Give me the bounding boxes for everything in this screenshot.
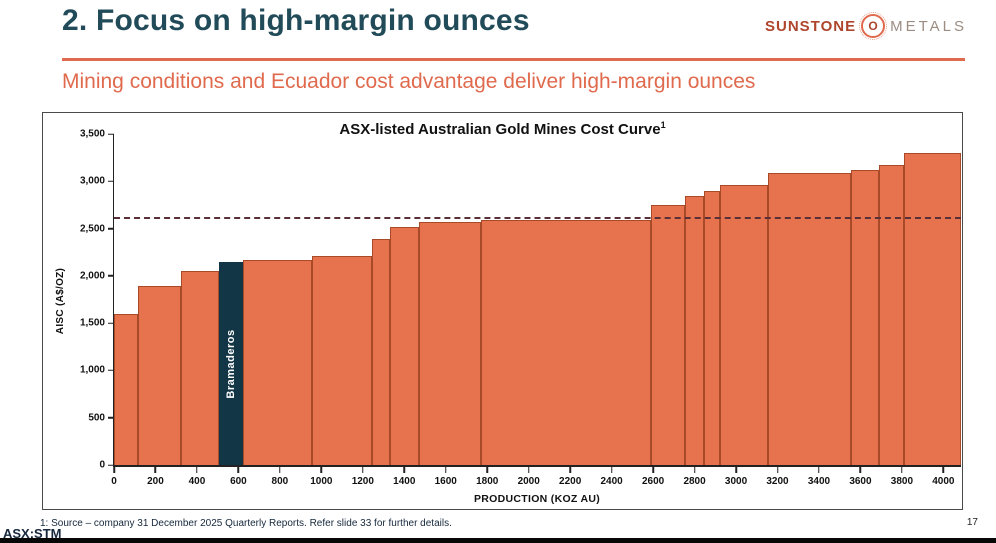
title-underline xyxy=(62,58,965,61)
y-axis-title: AISC (A$/OZ) xyxy=(55,267,66,335)
x-tick-mark xyxy=(735,467,737,473)
x-tick-label: 600 xyxy=(230,476,247,487)
bar-label: Bramaderos xyxy=(224,329,237,399)
y-tick-label: 500 xyxy=(88,412,105,424)
cost-curve-chart: ASX-listed Australian Gold Mines Cost Cu… xyxy=(42,112,963,510)
x-tick-mark xyxy=(196,467,198,473)
y-tick-mark xyxy=(108,369,114,372)
cost-curve-bar xyxy=(480,220,651,465)
chart-title: ASX-listed Australian Gold Mines Cost Cu… xyxy=(43,120,962,138)
x-tick-label: 3200 xyxy=(766,476,789,487)
x-tick-mark xyxy=(776,467,779,473)
x-tick-mark xyxy=(818,467,820,473)
cost-curve-bar xyxy=(651,204,686,465)
x-tick-mark xyxy=(445,467,447,473)
x-tick-label: 2000 xyxy=(517,476,540,487)
x-tick-mark xyxy=(237,467,240,473)
x-tick-mark xyxy=(652,467,654,473)
x-tick-label: 3000 xyxy=(724,476,748,487)
x-tick-label: 1200 xyxy=(351,476,374,487)
cost-curve-bar xyxy=(137,286,182,465)
cost-curve-bar xyxy=(242,259,312,465)
slide-subtitle: Mining conditions and Ecuador cost advan… xyxy=(62,70,756,93)
x-tick-mark xyxy=(154,467,157,473)
x-tick-mark xyxy=(486,467,488,473)
cost-curve-bar xyxy=(703,190,721,465)
cost-curve-bar xyxy=(181,271,219,465)
cost-curve-bar xyxy=(685,196,704,465)
cost-curve-bar xyxy=(903,152,961,465)
x-tick-mark xyxy=(901,467,903,473)
bar-bramaderos: Bramaderos xyxy=(218,261,243,465)
x-tick-label: 1600 xyxy=(434,476,457,487)
chart-title-superscript: 1 xyxy=(660,120,666,130)
x-tick-mark xyxy=(569,467,571,473)
x-tick-mark xyxy=(527,467,530,473)
x-tick-label: 2200 xyxy=(559,476,582,487)
logo-word-sunstone: SUNSTONE xyxy=(765,17,857,35)
x-tick-mark xyxy=(693,467,696,473)
x-tick-label: 3400 xyxy=(807,476,831,487)
bottom-black-strip xyxy=(0,538,996,543)
y-tick-mark xyxy=(108,227,114,230)
x-tick-mark xyxy=(610,467,613,473)
x-axis-title: PRODUCTION (KOZ AU) xyxy=(473,493,601,505)
sunstone-ring-icon: O xyxy=(859,12,888,40)
reference-line xyxy=(114,217,961,220)
y-tick-label: 1,500 xyxy=(79,317,105,329)
cost-curve-bar xyxy=(372,238,390,465)
x-tick-mark xyxy=(859,467,862,473)
cost-curve-bar xyxy=(418,221,481,465)
logo-word-metals: METALS xyxy=(890,17,967,35)
plot-area: Bramaderos 0 500 1,000 1,500 2,000 2,500 3,000 3… xyxy=(80,129,961,487)
y-tick-mark xyxy=(108,416,114,419)
asx-ticker: ASX:STM xyxy=(3,526,62,541)
y-tick-label: 3,500 xyxy=(79,128,105,140)
y-tick-mark xyxy=(108,322,114,324)
cost-curve-bar xyxy=(879,165,904,465)
x-tick-mark xyxy=(320,467,323,473)
cost-curve-bar xyxy=(851,169,880,465)
sunstone-metals-logo: SUNSTONE O METALS xyxy=(765,12,967,40)
cost-curve-bar xyxy=(389,226,419,465)
x-tick-mark xyxy=(113,467,115,473)
x-tick-label: 3800 xyxy=(890,476,914,487)
y-tick-label: 0 xyxy=(99,459,105,471)
x-tick-label: 2800 xyxy=(683,476,706,487)
x-tick-label: 2400 xyxy=(600,476,623,487)
x-tick-label: 1000 xyxy=(310,476,333,487)
y-tick-mark xyxy=(108,275,114,277)
y-tick-mark xyxy=(108,464,114,466)
x-tick-label: 800 xyxy=(271,476,289,487)
page-number: 17 xyxy=(966,517,978,528)
x-tick-mark xyxy=(362,467,364,473)
x-tick-label: 1400 xyxy=(393,476,416,487)
x-tick-mark xyxy=(403,467,406,473)
x-tick-label: 200 xyxy=(147,476,164,487)
x-tick-mark xyxy=(279,467,281,473)
x-tick-label: 4000 xyxy=(932,476,955,487)
cost-curve-bar xyxy=(312,256,373,465)
y-tick-mark xyxy=(108,180,114,183)
logo-icon-letter: O xyxy=(868,19,878,33)
x-tick-label: 0 xyxy=(111,476,117,487)
x-tick-label: 1800 xyxy=(476,476,499,487)
source-footnote: 1: Source – company 31 December 2025 Qua… xyxy=(40,518,452,529)
y-tick-label: 3,000 xyxy=(79,175,105,187)
page-title: 2. Focus on high-margin ounces xyxy=(62,4,530,37)
y-tick-label: 2,000 xyxy=(79,270,105,282)
cost-curve-bar xyxy=(720,185,769,465)
x-tick-label: 400 xyxy=(188,476,206,487)
y-tick-label: 2,500 xyxy=(79,223,105,235)
y-tick-mark xyxy=(108,133,114,135)
y-tick-label: 1,000 xyxy=(79,364,105,376)
cost-curve-bar xyxy=(114,313,138,465)
x-tick-label: 3600 xyxy=(849,476,872,487)
cost-curve-bar xyxy=(768,172,852,465)
x-tick-label: 2600 xyxy=(641,476,665,487)
chart-title-text: ASX-listed Australian Gold Mines Cost Cu… xyxy=(339,121,661,138)
x-tick-mark xyxy=(942,467,945,473)
